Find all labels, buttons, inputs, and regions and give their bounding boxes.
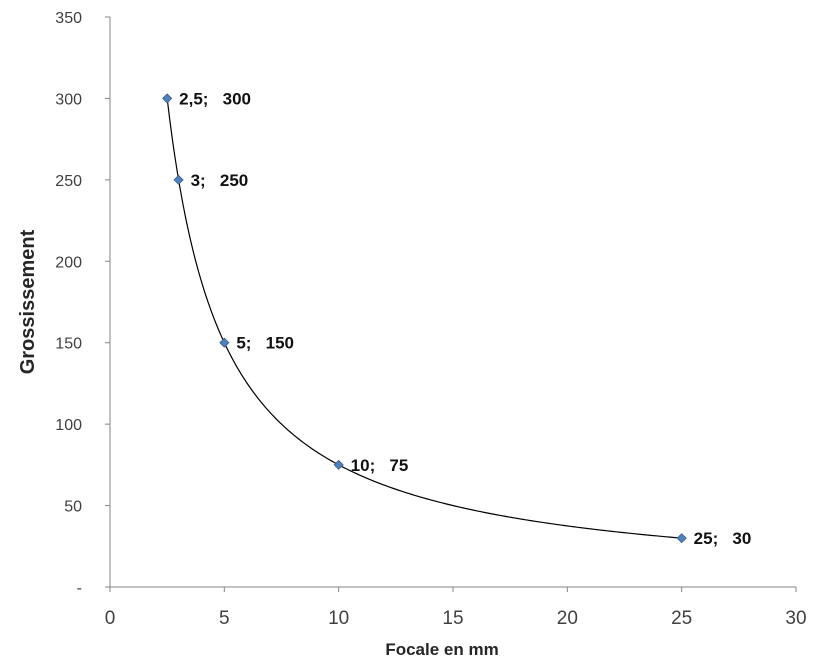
data-labels: 2,5; 300 3; 250 5; 150 10; 75 25; 30 [179,89,751,548]
data-label: 10; 75 [351,456,409,475]
x-tick-label: 25 [671,608,692,629]
y-tick-label: 50 [64,499,82,516]
x-axis-title: Focale en mm [385,640,498,659]
data-points [162,93,687,544]
axes: - 50 100 150 200 250 300 350 0 5 10 15 20 25 30 [55,10,806,629]
y-tick-label: 150 [55,336,82,353]
data-label: 3; 250 [191,171,249,190]
data-point-marker [173,174,184,185]
x-tick-label: 15 [442,608,463,629]
x-tick-label: 30 [785,608,806,629]
data-point-marker [162,93,173,104]
data-point-marker [676,533,687,544]
y-tick-label: 200 [55,254,82,271]
data-label: 25; 30 [694,529,752,548]
y-tick-label: 300 [55,91,82,108]
y-axis-title: Grossissement [17,229,39,374]
trend-curve [166,98,682,539]
x-tick-label: 5 [219,608,230,629]
x-tick-label: 20 [557,608,578,629]
data-label: 2,5; 300 [179,89,251,108]
x-tick-label: 10 [328,608,349,629]
data-point-marker [333,459,344,470]
x-tick-label: 0 [105,608,116,629]
y-axis-ticks: - 50 100 150 200 250 300 350 [55,10,110,597]
x-axis-ticks: 0 5 10 15 20 25 30 [105,587,807,629]
y-tick-label: 350 [55,10,82,27]
data-point-marker [219,337,230,348]
data-label: 5; 150 [236,334,294,353]
y-tick-label: 100 [55,417,82,434]
y-tick-label: 250 [55,173,82,190]
y-tick-label: - [77,580,82,597]
